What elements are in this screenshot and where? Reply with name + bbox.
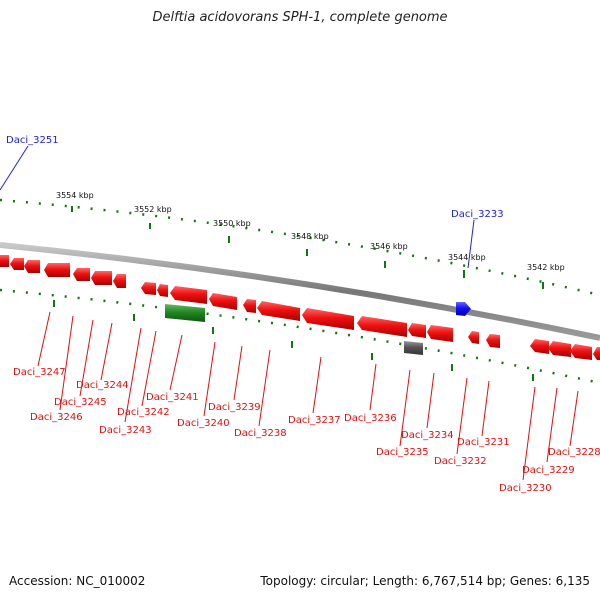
gene-label: Daci_3238 xyxy=(234,428,287,439)
rna-gene-block xyxy=(165,304,205,322)
gene-label: Daci_3230 xyxy=(499,483,552,494)
gene-arrow xyxy=(593,347,600,360)
gene-arrow xyxy=(570,344,592,360)
gene-arrow xyxy=(257,301,300,321)
map-title: Delftia acidovorans SPH-1, complete geno… xyxy=(152,10,448,25)
gene-arrow xyxy=(243,299,256,313)
gene-label: Daci_3234 xyxy=(401,430,454,441)
gene-arrow xyxy=(73,268,90,281)
gene-arrow xyxy=(209,293,237,310)
gene-label: Daci_3229 xyxy=(522,465,575,476)
gene-label: Daci_3235 xyxy=(376,447,429,458)
gene-arrow xyxy=(0,255,9,267)
gene-arrow xyxy=(141,282,156,295)
gene-arrow xyxy=(113,274,126,288)
gene-arrow xyxy=(530,339,549,354)
gene-arrow xyxy=(468,331,479,344)
gene-arrow xyxy=(357,316,407,337)
inner-scale-ring xyxy=(0,288,600,385)
scale-label: 3550 kbp xyxy=(213,219,251,228)
gene-arrow xyxy=(486,334,500,348)
forward-gene-arrow xyxy=(456,302,471,316)
scale-label: 3546 kbp xyxy=(370,242,408,251)
gene-label: Daci_3244 xyxy=(76,380,129,391)
gene-label: Daci_3246 xyxy=(30,412,83,423)
gene-label: Daci_3237 xyxy=(288,415,341,426)
scale-label: 3554 kbp xyxy=(56,191,94,200)
gene-label: Daci_3231 xyxy=(457,437,510,448)
gene-label: Daci_3228 xyxy=(548,447,600,458)
scale-label: 3542 kbp xyxy=(527,263,565,272)
reverse-genes-upper xyxy=(0,255,126,288)
gene-label: Daci_3239 xyxy=(208,402,261,413)
gene-arrow xyxy=(44,263,70,277)
gene-label: Daci_3247 xyxy=(13,367,66,378)
gene-arrow xyxy=(91,271,112,285)
outer-scale-ring xyxy=(0,198,600,297)
gene-label: Daci_3240 xyxy=(177,418,230,429)
accession-text: Accession: NC_010002 xyxy=(9,574,146,588)
gene-arrow xyxy=(170,286,207,304)
reverse-leader-lines xyxy=(37,311,579,481)
gene-arrow xyxy=(427,325,453,342)
gene-arrow xyxy=(548,341,571,357)
gene-label: Daci_3245 xyxy=(54,397,107,408)
reverse-genes-lower xyxy=(141,282,600,360)
gene-arrow xyxy=(10,258,24,270)
forward-leader-lines xyxy=(0,145,475,269)
genome-summary-text: Topology: circular; Length: 6,767,514 bp… xyxy=(260,574,590,588)
gene-label: Daci_3242 xyxy=(117,407,170,418)
scale-label: 3548 kbp xyxy=(291,232,329,241)
genome-backbone xyxy=(0,242,600,341)
gene-label: Daci_3243 xyxy=(99,425,152,436)
gene-label: Daci_3251 xyxy=(6,135,59,146)
gene-label: Daci_3236 xyxy=(344,413,397,424)
gene-arrow xyxy=(408,323,426,338)
gene-arrow xyxy=(24,260,40,273)
gene-label: Daci_3232 xyxy=(434,456,487,467)
gene-label: Daci_3233 xyxy=(451,209,504,220)
scale-label: 3552 kbp xyxy=(134,205,172,214)
pseudo-gene-block xyxy=(404,341,423,355)
gene-arrow xyxy=(157,284,168,297)
gene-arrow xyxy=(302,308,354,330)
scale-label: 3544 kbp xyxy=(448,253,486,262)
gene-label: Daci_3241 xyxy=(146,392,199,403)
